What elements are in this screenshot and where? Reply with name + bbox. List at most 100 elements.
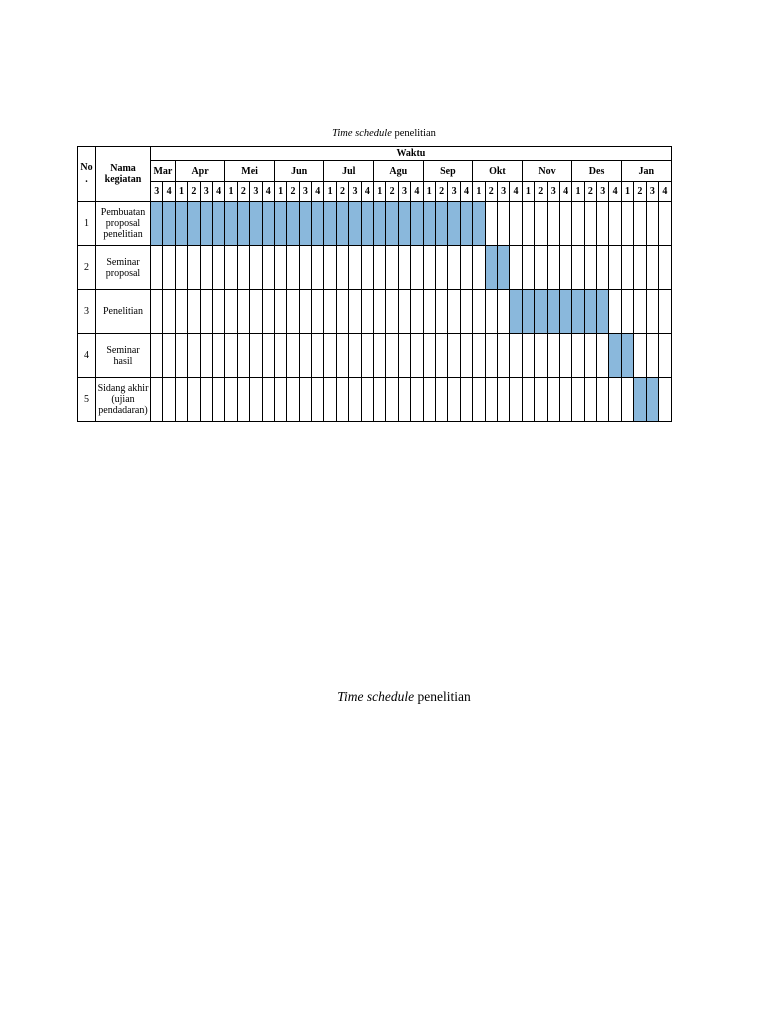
week-header: 2: [236, 181, 251, 202]
week-header: 4: [162, 181, 176, 202]
schedule-cell: [546, 377, 560, 422]
schedule-cell: [311, 289, 325, 334]
schedule-cell: [174, 333, 189, 378]
schedule-cell: [484, 289, 498, 334]
month-header: Mar: [150, 160, 176, 182]
schedule-cell: [472, 289, 486, 334]
schedule-cell: [496, 333, 511, 378]
schedule-cell: [596, 377, 610, 422]
schedule-cell: [360, 289, 375, 334]
table-caption: Time schedule penelitian: [0, 128, 768, 139]
schedule-cell: [273, 333, 288, 378]
schedule-bar-cell: [608, 333, 622, 378]
schedule-bar-cell: [447, 201, 461, 246]
month-header: Jun: [273, 160, 325, 182]
week-header: 3: [645, 181, 660, 202]
schedule-cell: [174, 377, 189, 422]
schedule-cell: [335, 289, 350, 334]
schedule-cell: [472, 245, 486, 290]
month-header: Mei: [224, 160, 275, 182]
schedule-bar-cell: [472, 201, 486, 246]
week-header: 3: [249, 181, 263, 202]
schedule-cell: [236, 289, 251, 334]
schedule-cell: [410, 245, 424, 290]
schedule-bar-cell: [273, 201, 288, 246]
week-header: 4: [311, 181, 325, 202]
schedule-cell: [571, 201, 585, 246]
schedule-cell: [633, 245, 647, 290]
schedule-cell: [620, 377, 635, 422]
week-header: 1: [620, 181, 635, 202]
schedule-cell: [509, 201, 523, 246]
schedule-cell: [174, 245, 189, 290]
schedule-cell: [472, 333, 486, 378]
schedule-bar-cell: [546, 289, 560, 334]
schedule-cell: [187, 377, 201, 422]
schedule-cell: [534, 377, 548, 422]
activity-number: 3: [77, 289, 96, 334]
schedule-cell: [583, 201, 598, 246]
schedule-cell: [521, 333, 536, 378]
activity-number: 1: [77, 201, 96, 246]
schedule-cell: [608, 201, 622, 246]
schedule-cell: [162, 377, 176, 422]
schedule-bar-cell: [174, 201, 189, 246]
schedule-cell: [224, 333, 238, 378]
schedule-cell: [658, 201, 672, 246]
activity-name: Seminar proposal: [95, 245, 151, 290]
schedule-cell: [261, 377, 275, 422]
week-header: 4: [410, 181, 424, 202]
schedule-cell: [422, 377, 437, 422]
schedule-cell: [397, 377, 412, 422]
schedule-cell: [596, 201, 610, 246]
schedule-cell: [149, 377, 164, 422]
activity-row: 4 Seminar hasil: [77, 333, 672, 378]
schedule-cell: [236, 377, 251, 422]
schedule-cell: [187, 333, 201, 378]
schedule-cell: [335, 245, 350, 290]
waktu-header-row: No . Nama kegiatan Waktu: [77, 146, 672, 202]
schedule-cell: [199, 333, 213, 378]
schedule-bar-cell: [298, 201, 313, 246]
schedule-cell: [385, 289, 399, 334]
week-header: 2: [484, 181, 498, 202]
week-header: 3: [149, 181, 164, 202]
week-header: 3: [298, 181, 313, 202]
schedule-bar-cell: [534, 289, 548, 334]
week-header: 1: [373, 181, 387, 202]
schedule-cell: [534, 201, 548, 246]
schedule-cell: [459, 377, 474, 422]
schedule-cell: [658, 289, 672, 334]
schedule-cell: [397, 245, 412, 290]
schedule-bar-cell: [286, 201, 300, 246]
schedule-cell: [434, 289, 449, 334]
schedule-bar-cell: [633, 377, 647, 422]
week-header: 4: [459, 181, 474, 202]
schedule-cell: [509, 245, 523, 290]
schedule-cell: [658, 333, 672, 378]
schedule-cell: [608, 377, 622, 422]
schedule-bar-cell: [199, 201, 213, 246]
week-header: 4: [509, 181, 523, 202]
week-header: 2: [385, 181, 399, 202]
schedule-bar-cell: [187, 201, 201, 246]
week-header: 3: [199, 181, 213, 202]
activity-name: Seminar hasil: [95, 333, 151, 378]
schedule-cell: [645, 289, 660, 334]
schedule-bar-cell: [422, 201, 437, 246]
schedule-cell: [174, 289, 189, 334]
schedule-cell: [434, 377, 449, 422]
schedule-cell: [261, 245, 275, 290]
schedule-cell: [211, 377, 226, 422]
schedule-cell: [521, 245, 536, 290]
schedule-bar-cell: [323, 201, 337, 246]
schedule-cell: [410, 333, 424, 378]
bottom-caption: Time schedule penelitian: [0, 689, 768, 705]
week-header: 1: [323, 181, 337, 202]
schedule-cell: [323, 377, 337, 422]
schedule-cell: [199, 245, 213, 290]
schedule-bar-cell: [261, 201, 275, 246]
schedule-cell: [496, 289, 511, 334]
schedule-cell: [335, 333, 350, 378]
schedule-bar-cell: [385, 201, 399, 246]
